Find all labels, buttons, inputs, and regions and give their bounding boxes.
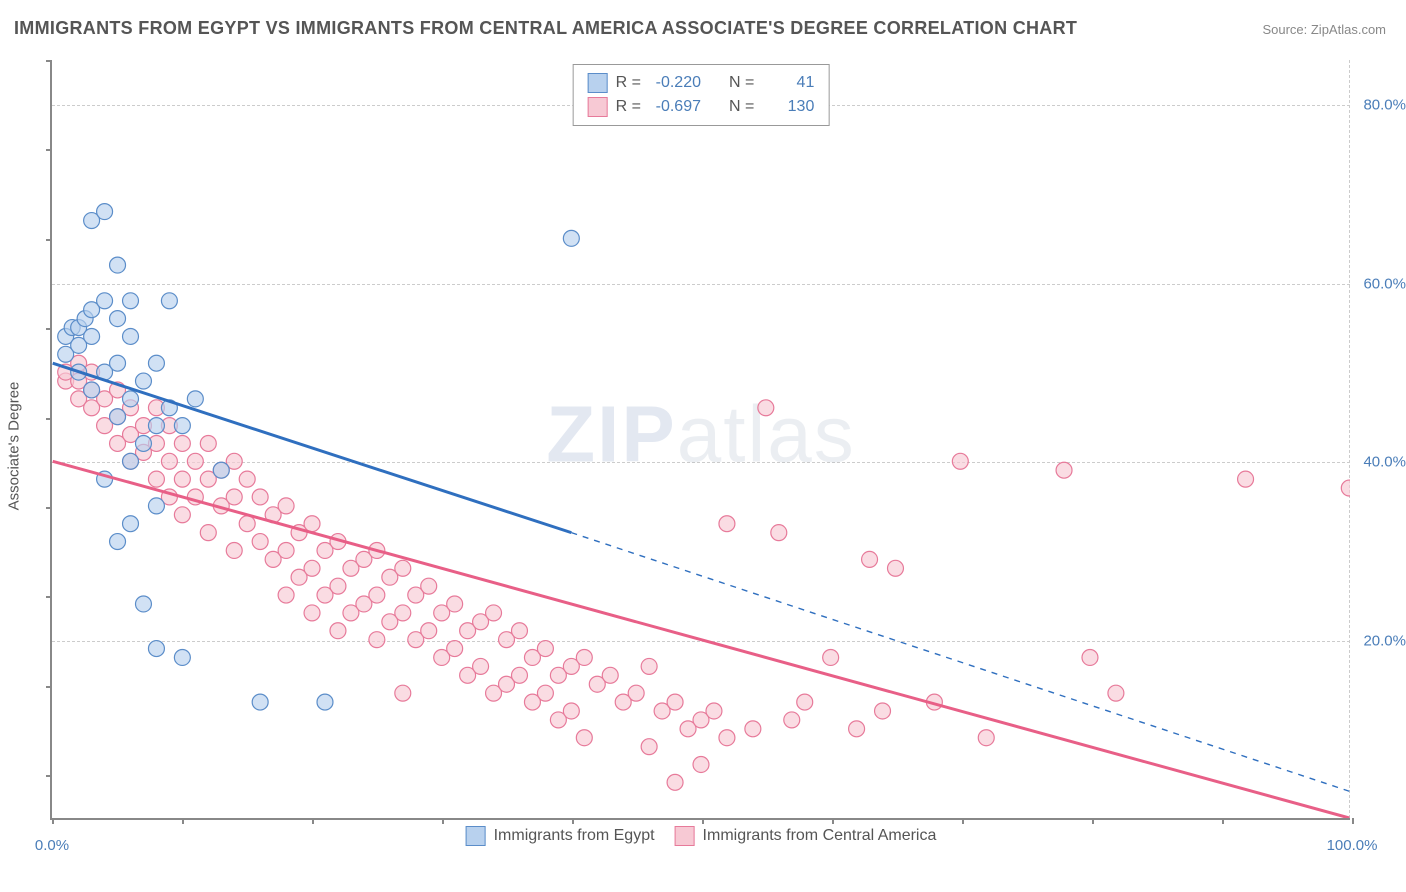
chart-title: IMMIGRANTS FROM EGYPT VS IMMIGRANTS FROM… xyxy=(14,18,1077,39)
stats-row-egypt: R = -0.220 N = 41 xyxy=(588,71,815,95)
swatch-central-america-icon xyxy=(675,826,695,846)
correlation-stats-box: R = -0.220 N = 41 R = -0.697 N = 130 xyxy=(573,64,830,126)
source-attribution: Source: ZipAtlas.com xyxy=(1262,22,1386,37)
y-tick-label: 40.0% xyxy=(1363,454,1406,471)
chart-plot-area: ZIPatlas R = -0.220 N = 41 R = -0.697 N … xyxy=(50,60,1350,820)
legend-item-central-america: Immigrants from Central America xyxy=(675,826,937,846)
y-tick-label: 80.0% xyxy=(1363,96,1406,113)
scatter-svg xyxy=(52,60,1350,818)
stats-row-central-america: R = -0.697 N = 130 xyxy=(588,95,815,119)
swatch-egypt-icon xyxy=(466,826,486,846)
y-tick-label: 60.0% xyxy=(1363,275,1406,292)
swatch-central-america xyxy=(588,97,608,117)
y-axis-label: Associate's Degree xyxy=(6,382,23,511)
bottom-legend: Immigrants from Egypt Immigrants from Ce… xyxy=(466,826,937,846)
swatch-egypt xyxy=(588,73,608,93)
x-tick-label: 100.0% xyxy=(1327,837,1378,854)
x-tick-label: 0.0% xyxy=(35,837,69,854)
legend-item-egypt: Immigrants from Egypt xyxy=(466,826,655,846)
y-tick-label: 20.0% xyxy=(1363,633,1406,650)
